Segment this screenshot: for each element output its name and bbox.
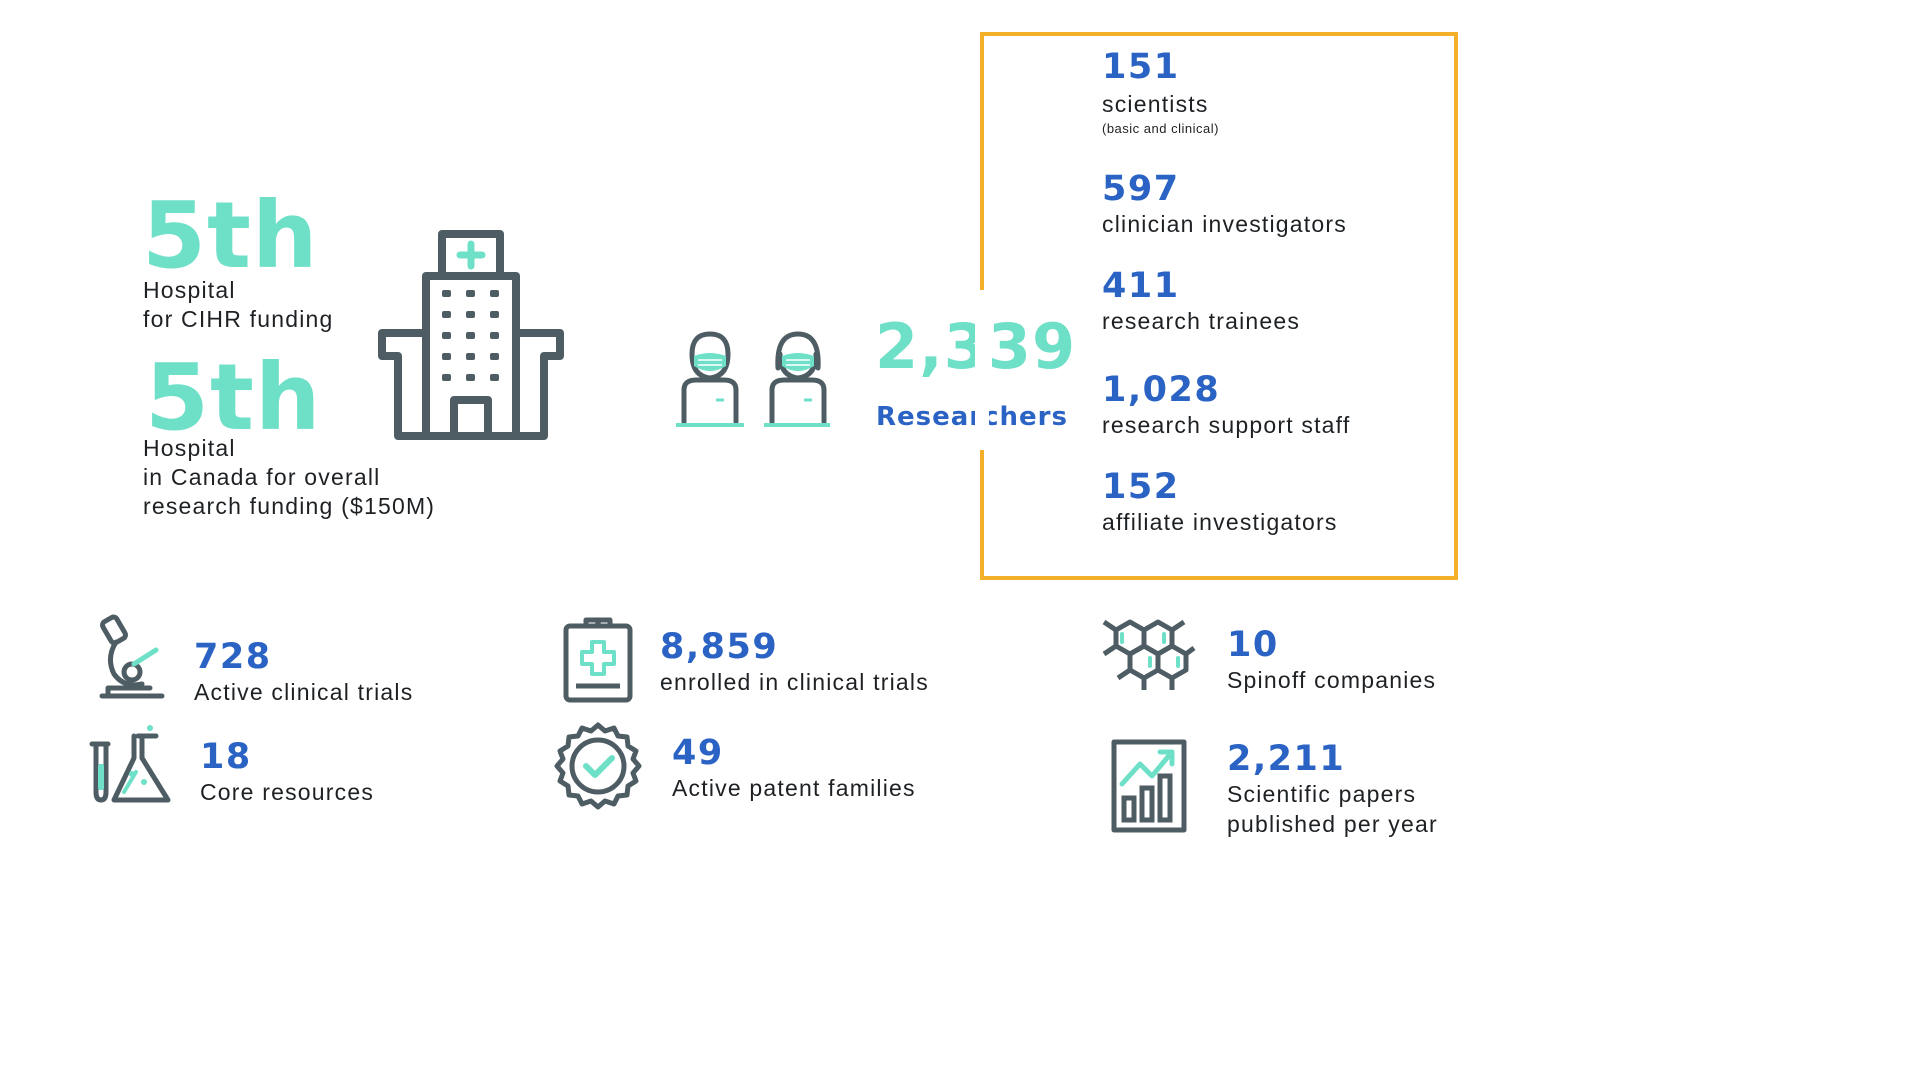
rank-cihr-line-2: for CIHR funding [143, 306, 334, 332]
stat-papers-label-2: published per year [1227, 811, 1438, 837]
rank-cihr-line-1: Hospital [143, 277, 236, 303]
stat-spinoff-label: Spinoff companies [1227, 667, 1437, 693]
certified-seal-icon [554, 722, 642, 810]
rank-overall: 5th [145, 344, 322, 451]
breakdown-trainees-label: research trainees [1102, 308, 1301, 334]
rank-cihr: 5th [142, 182, 319, 289]
breakdown-trainees-value: 411 [1102, 266, 1180, 306]
molecule-hexagon-icon [1102, 619, 1196, 690]
breakdown-scientists-value: 151 [1102, 47, 1180, 87]
stat-papers: 2,211 Scientific papers published per ye… [1227, 742, 1438, 839]
hospital-icon [378, 230, 564, 440]
breakdown-affiliate-value: 152 [1102, 467, 1180, 507]
clipboard-cross-icon [563, 617, 633, 703]
rank-overall-label: Hospital in Canada for overall research … [143, 434, 435, 521]
microscope-icon [99, 614, 165, 699]
stat-spinoff-value: 10 [1227, 625, 1279, 665]
breakdown-affiliate-label: affiliate investigators [1102, 509, 1338, 535]
frame-gap [975, 290, 989, 450]
stat-trials-value: 728 [194, 637, 272, 677]
breakdown-trainees: 411 research trainees [1102, 269, 1300, 336]
stat-enrolled-value: 8,859 [660, 627, 779, 667]
researchers-label: Researchers [876, 402, 1068, 432]
stat-papers-value: 2,211 [1227, 739, 1346, 779]
stat-patents-label: Active patent families [672, 775, 916, 801]
stat-patents: 49 Active patent families [672, 736, 916, 803]
stat-core-value: 18 [200, 737, 252, 777]
stat-core: 18 Core resources [200, 740, 374, 807]
researchers-icon [676, 331, 830, 427]
stat-trials-label: Active clinical trials [194, 679, 414, 705]
breakdown-support: 1,028 research support staff [1102, 373, 1350, 440]
stat-patents-value: 49 [672, 733, 724, 773]
stat-enrolled: 8,859 enrolled in clinical trials [660, 630, 929, 697]
breakdown-clinician-label: clinician investigators [1102, 211, 1347, 237]
stat-papers-label: Scientific papers [1227, 781, 1417, 807]
lab-flasks-icon [89, 725, 171, 803]
rank-cihr-label: Hospital for CIHR funding [143, 276, 334, 334]
rank-overall-line-2: in Canada for overall [143, 464, 381, 490]
stat-enrolled-label: enrolled in clinical trials [660, 669, 929, 695]
breakdown-scientists: 151 scientists (basic and clinical) [1102, 47, 1219, 137]
breakdown-support-value: 1,028 [1102, 370, 1221, 410]
rank-overall-line-1: Hospital [143, 435, 236, 461]
breakdown-clinician: 597 clinician investigators [1102, 172, 1347, 239]
stat-spinoff: 10 Spinoff companies [1227, 628, 1436, 695]
breakdown-affiliate: 152 affiliate investigators [1102, 470, 1338, 537]
growth-chart-icon [1111, 739, 1187, 833]
stat-trials: 728 Active clinical trials [194, 640, 413, 707]
rank-overall-line-3: research funding ($150M) [143, 493, 436, 519]
breakdown-scientists-label: scientists [1102, 91, 1209, 117]
breakdown-scientists-note: (basic and clinical) [1102, 121, 1219, 136]
breakdown-clinician-value: 597 [1102, 169, 1180, 209]
breakdown-support-label: research support staff [1102, 412, 1351, 438]
stat-core-label: Core resources [200, 779, 375, 805]
